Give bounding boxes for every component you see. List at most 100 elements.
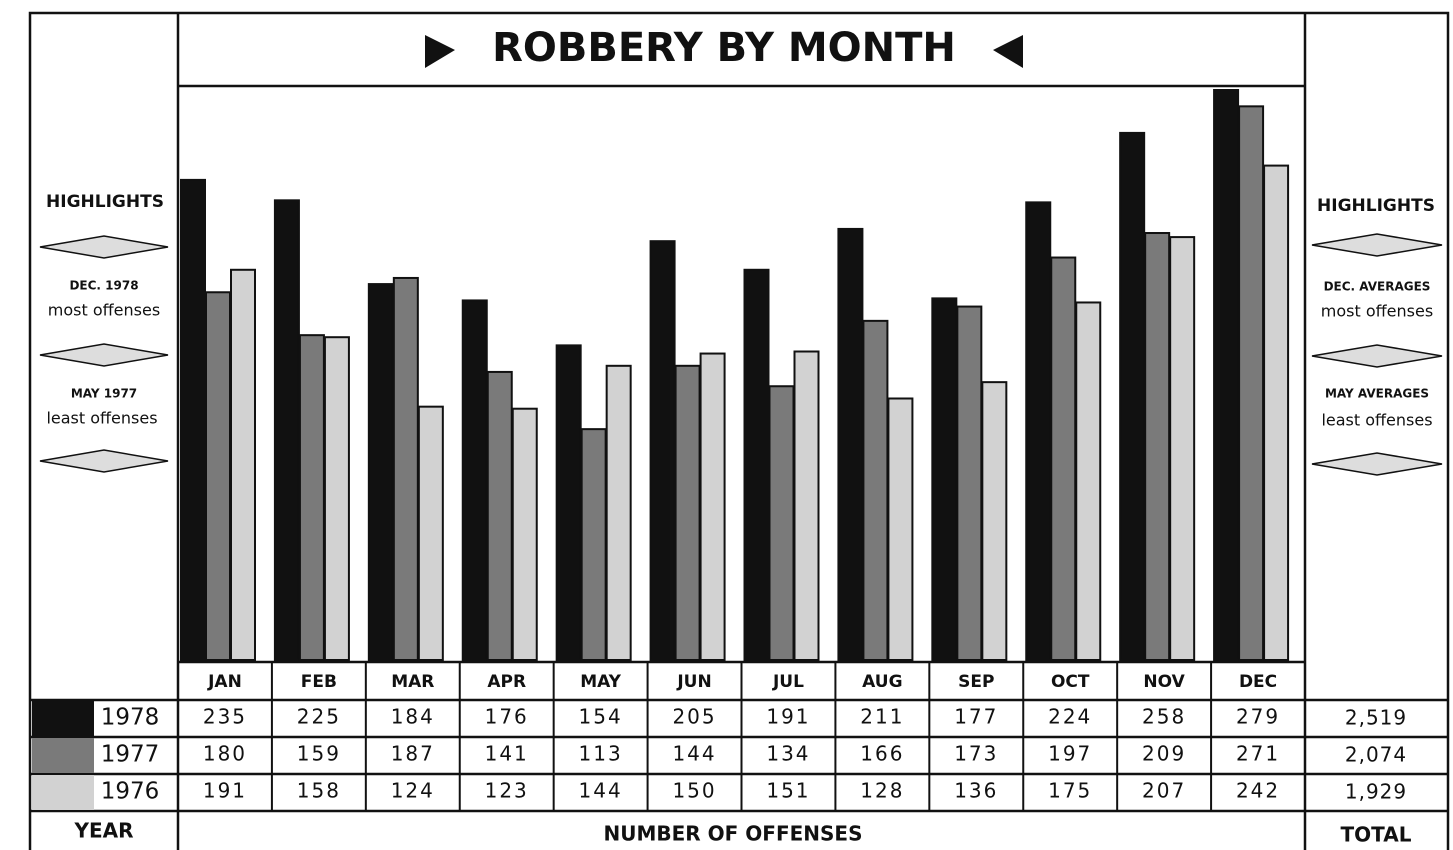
cell-value: 242 [1236, 779, 1280, 803]
total-value: 2,519 [1345, 706, 1407, 730]
cell-value: 180 [203, 742, 247, 766]
x-tick-label: AUG [862, 672, 902, 692]
bar [1213, 89, 1240, 661]
cell-value: 235 [203, 705, 247, 729]
cell-value: 144 [672, 742, 716, 766]
bar [649, 240, 676, 661]
cell-value: 113 [579, 742, 623, 766]
bar [793, 350, 820, 661]
cell-value: 225 [297, 705, 341, 729]
bar [1263, 164, 1290, 661]
bar [1169, 236, 1196, 661]
diamond [1311, 344, 1443, 368]
cell-value: 151 [766, 779, 810, 803]
highlight-note: most offenses [1321, 302, 1433, 321]
cell-value: 124 [391, 779, 435, 803]
bar [417, 405, 444, 661]
bar [1238, 105, 1265, 661]
highlight-note: most offenses [48, 301, 160, 320]
cell-value: 159 [297, 742, 341, 766]
cell-value: 191 [203, 779, 247, 803]
bar [511, 407, 538, 662]
highlight-note: least offenses [1321, 411, 1432, 430]
cell-value: 176 [485, 705, 529, 729]
bar [674, 364, 701, 661]
cell-value: 271 [1236, 742, 1280, 766]
x-tick-label: JAN [207, 672, 242, 692]
cell-value: 136 [954, 779, 998, 803]
cell-value: 197 [1048, 742, 1092, 766]
legend-label: 1976 [101, 779, 160, 805]
bar [486, 370, 513, 661]
bar [887, 397, 914, 661]
diamond [39, 235, 169, 259]
diamond [1311, 233, 1443, 257]
bar [298, 334, 325, 661]
cell-value: 191 [766, 705, 810, 729]
bar [180, 178, 206, 661]
cell-value: 166 [860, 742, 904, 766]
highlight-date: DEC. 1978 [69, 279, 138, 293]
highlight-heading: HIGHLIGHTS [46, 192, 164, 212]
cell-value: 177 [954, 705, 998, 729]
highlight-date: MAY AVERAGES [1325, 387, 1429, 401]
cell-value: 158 [297, 779, 341, 803]
bar [555, 344, 582, 661]
bar [323, 336, 350, 661]
bar [862, 319, 889, 661]
title-arrow [425, 35, 455, 68]
bar [1025, 201, 1052, 661]
bar [230, 268, 256, 661]
cell-value: 150 [672, 779, 716, 803]
bar [1050, 256, 1077, 661]
cell-value: 184 [391, 705, 435, 729]
highlight-note: least offenses [46, 409, 157, 428]
x-tick-label: JUL [772, 672, 804, 692]
legend-swatch [32, 775, 94, 810]
legend-swatch [32, 738, 94, 773]
year-label: YEAR [73, 819, 133, 843]
bar [367, 283, 394, 661]
bar [837, 227, 864, 661]
cell-value: 207 [1142, 779, 1186, 803]
bar [956, 305, 983, 661]
cell-value: 141 [485, 742, 529, 766]
cell-value: 175 [1048, 779, 1092, 803]
diamond [1311, 452, 1443, 476]
x-tick-label: SEP [958, 672, 994, 692]
bar [1144, 232, 1171, 662]
cell-value: 187 [391, 742, 435, 766]
x-tick-label: NOV [1143, 672, 1185, 692]
bar [580, 428, 607, 661]
bar [392, 276, 419, 661]
x-tick-label: JUN [676, 672, 711, 692]
x-tick-label: MAR [391, 672, 434, 692]
diamond [39, 449, 169, 473]
bar [605, 364, 632, 661]
legend-label: 1978 [101, 705, 160, 731]
bar [699, 352, 726, 661]
bar [273, 199, 300, 662]
cell-value: 209 [1142, 742, 1186, 766]
x-tick-label: APR [487, 672, 526, 692]
bar [768, 385, 795, 661]
cell-value: 258 [1142, 705, 1186, 729]
total-label: TOTAL [1341, 823, 1412, 847]
cell-value: 154 [579, 705, 623, 729]
x-tick-label: OCT [1051, 672, 1090, 692]
bar [931, 297, 958, 661]
highlight-date: DEC. AVERAGES [1324, 280, 1431, 294]
chart-title: ROBBERY BY MONTH [492, 25, 956, 71]
cell-value: 224 [1048, 705, 1092, 729]
x-tick-label: MAY [580, 672, 621, 692]
bar [205, 291, 231, 661]
cell-value: 144 [579, 779, 623, 803]
cell-value: 173 [954, 742, 998, 766]
bar [981, 381, 1008, 661]
cell-value: 279 [1236, 705, 1280, 729]
bar [1075, 301, 1102, 661]
bar [743, 268, 770, 661]
cell-value: 205 [672, 705, 716, 729]
x-label: NUMBER OF OFFENSES [604, 822, 863, 846]
